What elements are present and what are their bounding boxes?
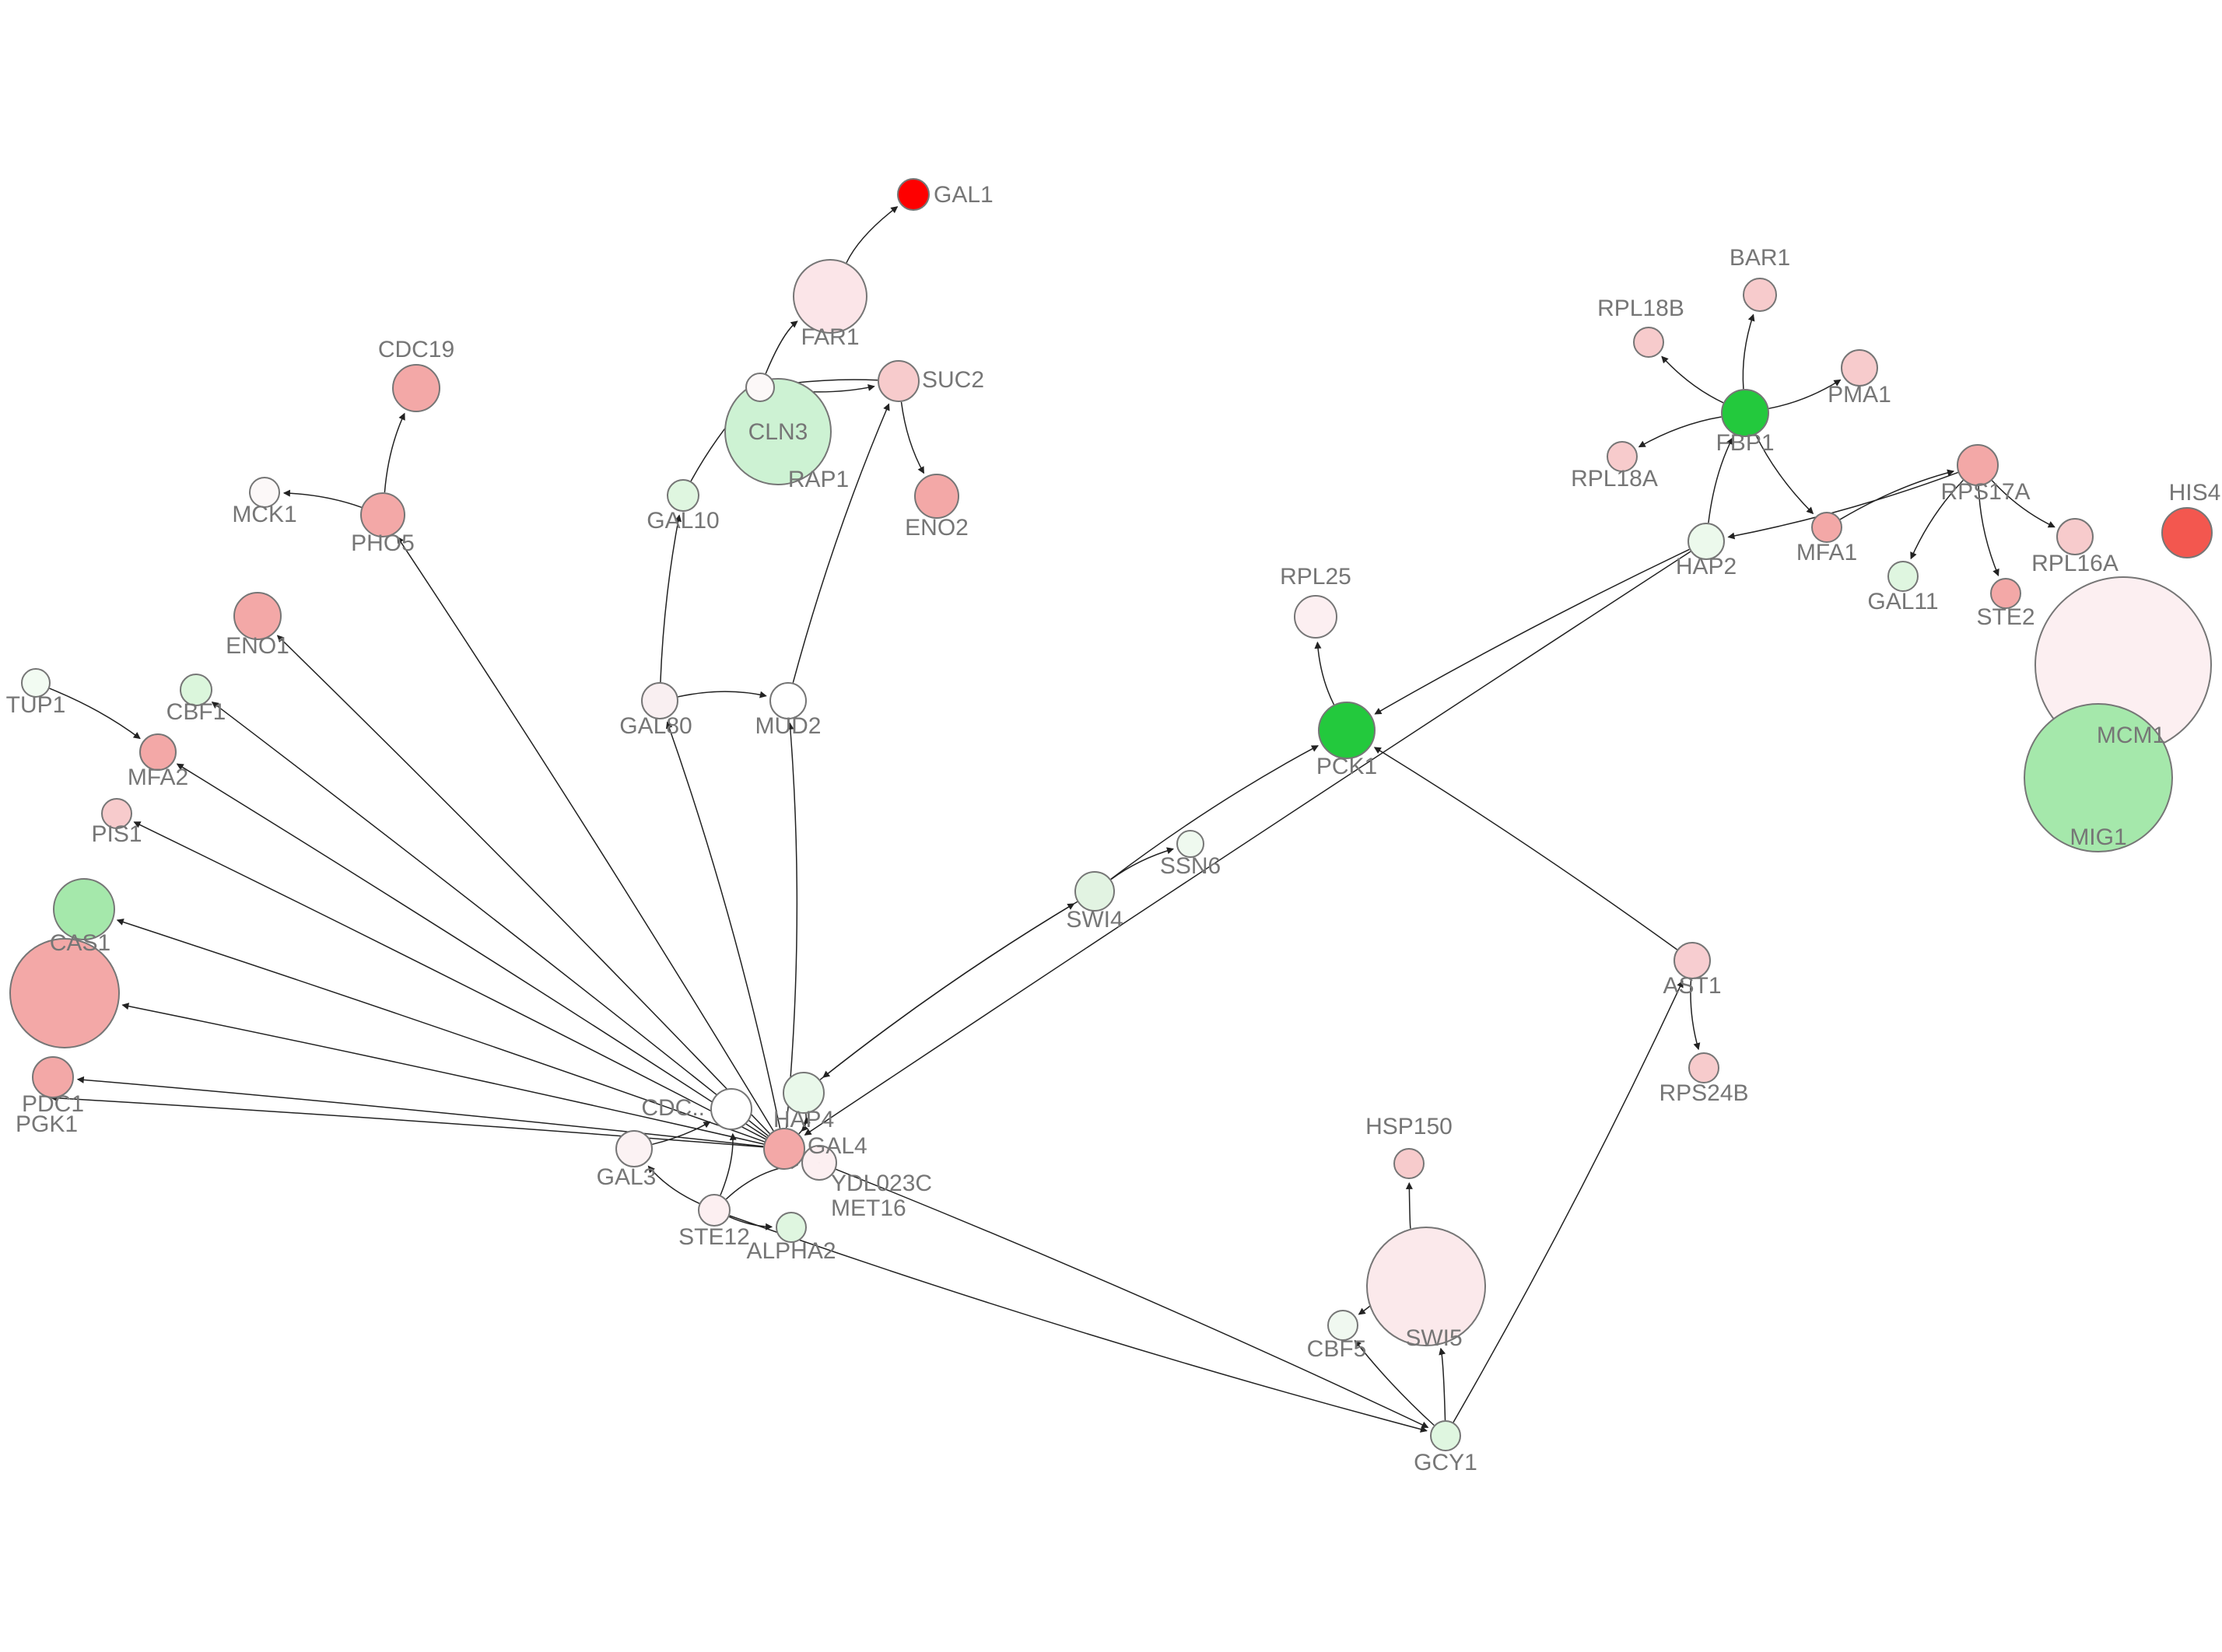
- svg-text:MFA1: MFA1: [1796, 540, 1857, 565]
- svg-text:RPL18B: RPL18B: [1597, 296, 1684, 321]
- svg-text:PCK1: PCK1: [1316, 754, 1377, 779]
- svg-text:GCY1: GCY1: [1414, 1450, 1477, 1475]
- svg-text:SUC2: SUC2: [922, 367, 984, 393]
- svg-text:CDC..: CDC..: [641, 1095, 705, 1121]
- svg-text:MCK1: MCK1: [232, 502, 296, 527]
- svg-text:RAP1: RAP1: [788, 467, 849, 492]
- svg-text:BAR1: BAR1: [1730, 245, 1790, 271]
- svg-text:ENO1: ENO1: [226, 633, 289, 659]
- svg-text:CBF1: CBF1: [166, 699, 226, 725]
- svg-text:RPS17A: RPS17A: [1940, 479, 2030, 505]
- svg-text:RPS24B: RPS24B: [1659, 1080, 1748, 1106]
- svg-text:STE12: STE12: [678, 1224, 750, 1250]
- svg-text:MET16: MET16: [831, 1195, 906, 1221]
- svg-text:HAP4: HAP4: [773, 1107, 834, 1132]
- svg-text:SSN6: SSN6: [1160, 853, 1221, 879]
- svg-text:CDC19: CDC19: [378, 337, 454, 362]
- svg-text:PGK1: PGK1: [16, 1111, 78, 1137]
- svg-text:CLN3: CLN3: [748, 419, 808, 445]
- svg-text:PIS1: PIS1: [91, 821, 142, 847]
- svg-text:MFA2: MFA2: [128, 765, 188, 790]
- svg-text:RPL18A: RPL18A: [1571, 466, 1658, 492]
- svg-text:GAL3: GAL3: [597, 1164, 657, 1190]
- svg-text:AST1: AST1: [1663, 973, 1721, 999]
- svg-text:FAR1: FAR1: [801, 324, 859, 350]
- svg-text:SWI5: SWI5: [1405, 1325, 1462, 1351]
- svg-text:GAL1: GAL1: [934, 182, 994, 208]
- svg-text:MIG1: MIG1: [2070, 824, 2126, 850]
- svg-text:GAL4: GAL4: [808, 1133, 867, 1159]
- svg-text:FBP1: FBP1: [1716, 430, 1774, 456]
- svg-text:STE2: STE2: [1976, 604, 2034, 630]
- svg-text:TUP1: TUP1: [6, 692, 66, 718]
- svg-text:HAP2: HAP2: [1676, 554, 1737, 579]
- svg-text:HSP150: HSP150: [1365, 1114, 1453, 1139]
- svg-text:GAL11: GAL11: [1867, 589, 1938, 614]
- svg-text:SWI4: SWI4: [1066, 907, 1123, 933]
- svg-text:RPL25: RPL25: [1280, 564, 1351, 590]
- svg-text:YDL023C: YDL023C: [831, 1171, 932, 1196]
- svg-text:PMA1: PMA1: [1828, 382, 1891, 408]
- svg-text:MUD2: MUD2: [755, 713, 821, 739]
- svg-text:CAS1: CAS1: [50, 930, 110, 956]
- svg-text:RPL16A: RPL16A: [2031, 551, 2119, 576]
- svg-text:ENO2: ENO2: [905, 515, 969, 541]
- svg-text:ALPHA2: ALPHA2: [746, 1238, 836, 1264]
- svg-text:CBF5: CBF5: [1307, 1336, 1367, 1362]
- svg-text:MCM1: MCM1: [2097, 723, 2165, 748]
- svg-text:GAL10: GAL10: [647, 508, 719, 534]
- svg-text:PHO5: PHO5: [351, 530, 415, 556]
- svg-text:HIS4: HIS4: [2169, 480, 2221, 506]
- svg-text:GAL80: GAL80: [619, 713, 692, 739]
